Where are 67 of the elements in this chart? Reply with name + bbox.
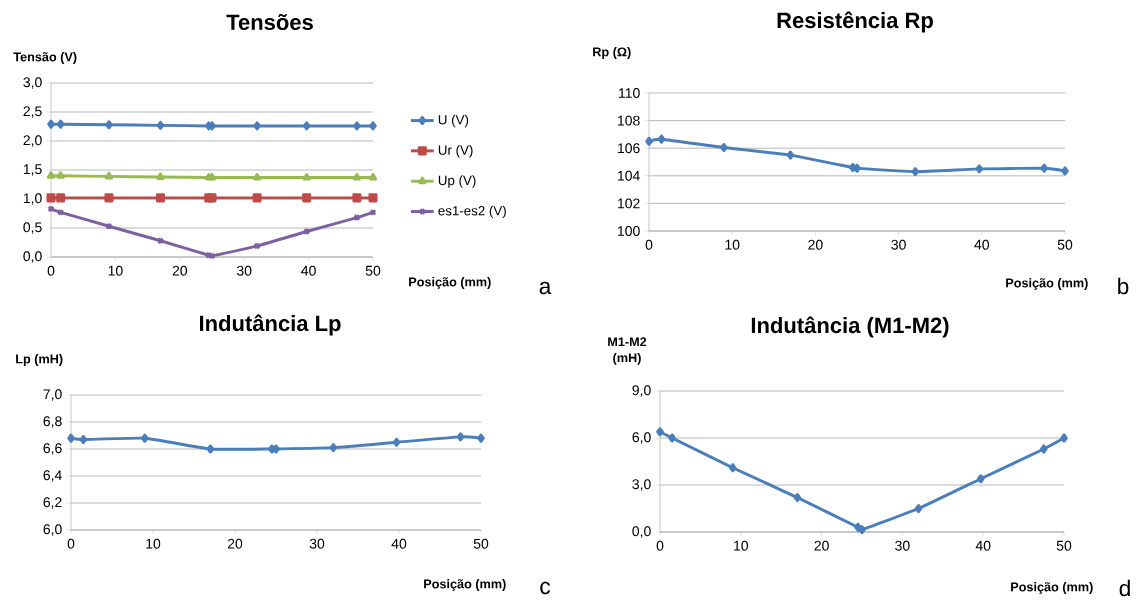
y-tick-label: 0,0 bbox=[23, 251, 42, 263]
text: b bbox=[1118, 277, 1129, 295]
y-tick-label: 6,8 bbox=[43, 416, 62, 428]
y-tick-label: 6,0 bbox=[43, 524, 62, 536]
x-axis-title: Posição (mm) bbox=[424, 579, 506, 591]
x-tick-label: 20 bbox=[227, 538, 243, 549]
y-axis-title: Tensão (V) bbox=[13, 52, 77, 64]
legend-label: Ur (V) bbox=[438, 145, 473, 158]
y-tick-label: 100 bbox=[618, 226, 640, 236]
y-axis-title: Lp (mH) bbox=[16, 354, 63, 366]
legend-label: es1-es2 (V) bbox=[438, 205, 506, 219]
x-tick-label: 50 bbox=[1056, 540, 1072, 551]
y-tick-label: 6,6 bbox=[43, 443, 62, 455]
x-tick-label: 30 bbox=[895, 540, 910, 551]
y-tick-label: 7,0 bbox=[43, 389, 62, 401]
y-tick-label: 6,0 bbox=[632, 432, 651, 444]
x-tick-label: 10 bbox=[725, 239, 740, 250]
y-tick-label: 1,5 bbox=[23, 164, 42, 176]
y-tick-label: 0,5 bbox=[23, 222, 42, 234]
legend-label: U (V) bbox=[438, 114, 469, 128]
x-tick-label: 40 bbox=[974, 239, 990, 250]
y-axis-title: Rp (Ω) bbox=[593, 47, 631, 59]
x-tick-label: 40 bbox=[301, 265, 316, 276]
chart-title: Indutância (M1-M2) bbox=[751, 316, 949, 338]
y-tick-label: 3,0 bbox=[632, 479, 651, 491]
y-tick-label: 9,0 bbox=[632, 385, 651, 397]
x-axis-title: Posição (mm) bbox=[1006, 278, 1088, 290]
y-tick-label: 110 bbox=[619, 88, 640, 98]
x-tick-label: 20 bbox=[814, 540, 829, 551]
x-tick-label: 40 bbox=[975, 540, 991, 551]
x-tick-label: 20 bbox=[808, 239, 823, 250]
x-tick-label: 10 bbox=[146, 538, 161, 549]
y-tick-label: 6,2 bbox=[43, 497, 62, 509]
y-tick-label: 6,4 bbox=[43, 470, 62, 482]
y-tick-label: 106 bbox=[618, 143, 640, 154]
x-axis-title: Posição (mm) bbox=[409, 277, 491, 289]
y-tick-label: 0,0 bbox=[632, 526, 651, 538]
text: d bbox=[1119, 579, 1130, 597]
text: c bbox=[540, 581, 551, 595]
x-tick-label: 30 bbox=[891, 239, 906, 250]
y-tick-label: 3,0 bbox=[23, 77, 42, 89]
x-tick-label: 50 bbox=[1057, 239, 1073, 250]
legend-label: Up (V) bbox=[438, 175, 476, 188]
x-tick-label: 30 bbox=[236, 265, 252, 276]
y-axis-title: M1-M2 (mH) bbox=[608, 337, 647, 365]
chart-title: Tensões bbox=[226, 13, 313, 31]
y-tick-label: 104 bbox=[618, 170, 640, 181]
x-tick-label: 0 bbox=[67, 538, 75, 549]
x-tick-label: 50 bbox=[473, 538, 489, 549]
text: a bbox=[539, 281, 552, 295]
y-tick-label: 108 bbox=[618, 115, 640, 126]
x-tick-label: 20 bbox=[172, 265, 188, 276]
y-tick-label: 1,0 bbox=[23, 193, 42, 205]
x-tick-label: 40 bbox=[391, 538, 407, 549]
y-tick-label: 2,5 bbox=[23, 106, 42, 118]
x-tick-label: 10 bbox=[108, 265, 123, 276]
chart-title: Resistência Rp bbox=[777, 11, 933, 33]
x-tick-label: 10 bbox=[734, 540, 749, 551]
x-tick-label: 0 bbox=[656, 540, 664, 551]
x-tick-label: 50 bbox=[365, 265, 381, 276]
x-tick-label: 0 bbox=[645, 239, 653, 250]
x-tick-label: 30 bbox=[309, 538, 325, 549]
y-tick-label: 102 bbox=[618, 198, 640, 209]
x-tick-label: 0 bbox=[47, 265, 55, 276]
x-axis-title: Posição (mm) bbox=[1011, 582, 1093, 594]
chart-title: Indutância Lp bbox=[199, 314, 341, 336]
y-tick-label: 2,0 bbox=[23, 135, 42, 147]
